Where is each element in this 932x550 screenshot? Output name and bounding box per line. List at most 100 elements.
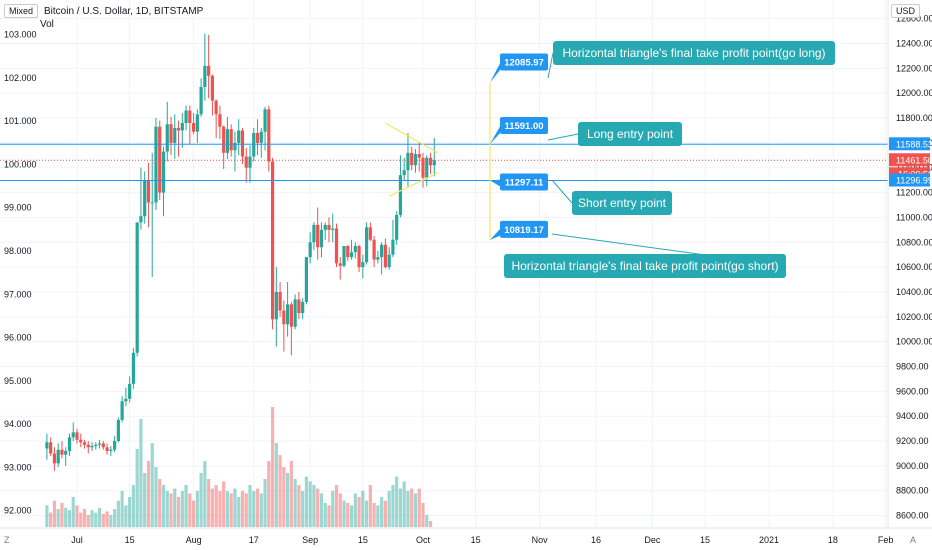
candle-body [278, 291, 282, 311]
candle-body [67, 437, 72, 451]
volume-bar [244, 493, 248, 527]
candle-body [421, 157, 425, 178]
left-axis-tick: 102.000 [4, 73, 37, 83]
volume-bar [274, 443, 278, 527]
volume-bar [297, 485, 301, 527]
right-axis-tick: 9600.00 [896, 386, 929, 396]
candle-body [349, 252, 354, 258]
candle-body [353, 245, 357, 253]
volume-bar [173, 488, 177, 527]
volume-bar [169, 493, 173, 527]
candle-body [372, 239, 376, 260]
volume-bar [398, 488, 403, 527]
volume-bar [64, 507, 68, 527]
volume-bar [413, 493, 418, 527]
volume-bar [233, 488, 237, 527]
label-value: 11297.11 [505, 178, 544, 189]
volume-bar [417, 488, 421, 527]
candle-body [131, 352, 136, 384]
label-short-entry[interactable]: 11297.11 [490, 173, 548, 191]
volume-bar [150, 443, 154, 527]
right-axis-tick: 12200.00 [896, 63, 932, 73]
time-axis-tick: Nov [532, 535, 549, 545]
label-box [500, 116, 548, 134]
candle-body [301, 301, 305, 314]
candle-body [368, 227, 372, 240]
volume-bar [395, 476, 399, 527]
volume-bar [191, 500, 196, 527]
candle-body [214, 100, 218, 115]
candle-body [259, 131, 263, 143]
volume-bar [176, 497, 181, 527]
time-axis[interactable]: Jul 15 Aug 17 Sep 15 Oct 15 Nov 16 Dec 15 2021 18 Feb [0, 527, 932, 545]
callout-pointer [551, 179, 573, 204]
volume-bar [383, 500, 387, 527]
candle-body [383, 244, 387, 268]
right-axis-tick: 10400.00 [896, 287, 932, 297]
volume-bar [237, 497, 241, 527]
label-long-target[interactable]: 12085.97 [490, 53, 548, 83]
currency-button[interactable]: USD [890, 4, 920, 18]
volume-bar [368, 485, 372, 527]
zoom-button[interactable]: Z [4, 535, 10, 545]
volume-bar [301, 491, 305, 527]
volume-bar [86, 515, 90, 527]
volume-bar [214, 485, 218, 527]
volume-bar [349, 505, 354, 527]
candle-body [52, 453, 57, 464]
right-axis-tick: 8800.00 [896, 486, 929, 496]
volume-bar [229, 493, 233, 527]
volume-bar [120, 491, 124, 527]
mixed-scale-button[interactable]: Mixed [4, 4, 39, 18]
auto-scale-button[interactable]: A [910, 535, 916, 545]
volume-indicator-label[interactable]: Vol [40, 19, 54, 30]
candle-body [150, 202, 154, 204]
triangle-lower-edge[interactable] [388, 172, 439, 197]
volume-bar [195, 491, 199, 527]
candle-body [289, 304, 293, 327]
candle-body [286, 304, 290, 325]
candle-body [342, 245, 346, 266]
time-axis-tick: Feb [878, 535, 894, 545]
callout-text: Long entry point [587, 127, 674, 141]
candle-body [402, 170, 406, 176]
candle-body [267, 109, 271, 162]
callout-long-target[interactable]: Horizontal triangle's final take profit … [547, 41, 835, 79]
candle-body [173, 127, 177, 143]
triangle-upper-edge[interactable] [384, 122, 439, 154]
candle-body [158, 126, 162, 193]
candle-body [184, 110, 188, 123]
candle-body [188, 110, 192, 123]
volume-bar [67, 510, 72, 527]
candle-body [316, 224, 320, 248]
right-price-axis[interactable]: 12600.00 12400.00 12200.00 12000.00 11800.00… [887, 0, 932, 528]
callout-long-entry[interactable]: Long entry point [547, 122, 682, 146]
volume-bar [387, 491, 391, 527]
volume-bar [199, 473, 203, 527]
volume-bar [49, 512, 53, 527]
candle-body [180, 122, 184, 131]
volume-bar [255, 488, 260, 527]
candle-body [45, 442, 49, 449]
candle-body [398, 175, 403, 215]
left-axis-tick: 96.000 [4, 333, 32, 343]
candle-body [364, 227, 369, 263]
volume-bar [94, 512, 98, 527]
candle-body [248, 156, 252, 168]
callout-short-entry[interactable]: Short entry point [551, 179, 672, 215]
volume-bar [372, 503, 376, 527]
callout-short-target[interactable]: Horizontal triangle's final take profit … [504, 233, 787, 278]
callout-pointer [547, 133, 579, 141]
candle-body [143, 180, 147, 217]
price-tag-lower-line: 11296.99 [896, 176, 932, 186]
candle-body [229, 129, 233, 151]
callout-box [553, 41, 835, 65]
time-axis-tick: Oct [416, 535, 431, 545]
label-long-entry[interactable]: 11591.00 [490, 116, 548, 144]
label-value: 11591.00 [504, 121, 543, 132]
label-short-target[interactable]: 10819.17 [490, 220, 548, 240]
right-axis-tick: 11000.00 [896, 212, 932, 222]
candle-body [116, 419, 120, 442]
